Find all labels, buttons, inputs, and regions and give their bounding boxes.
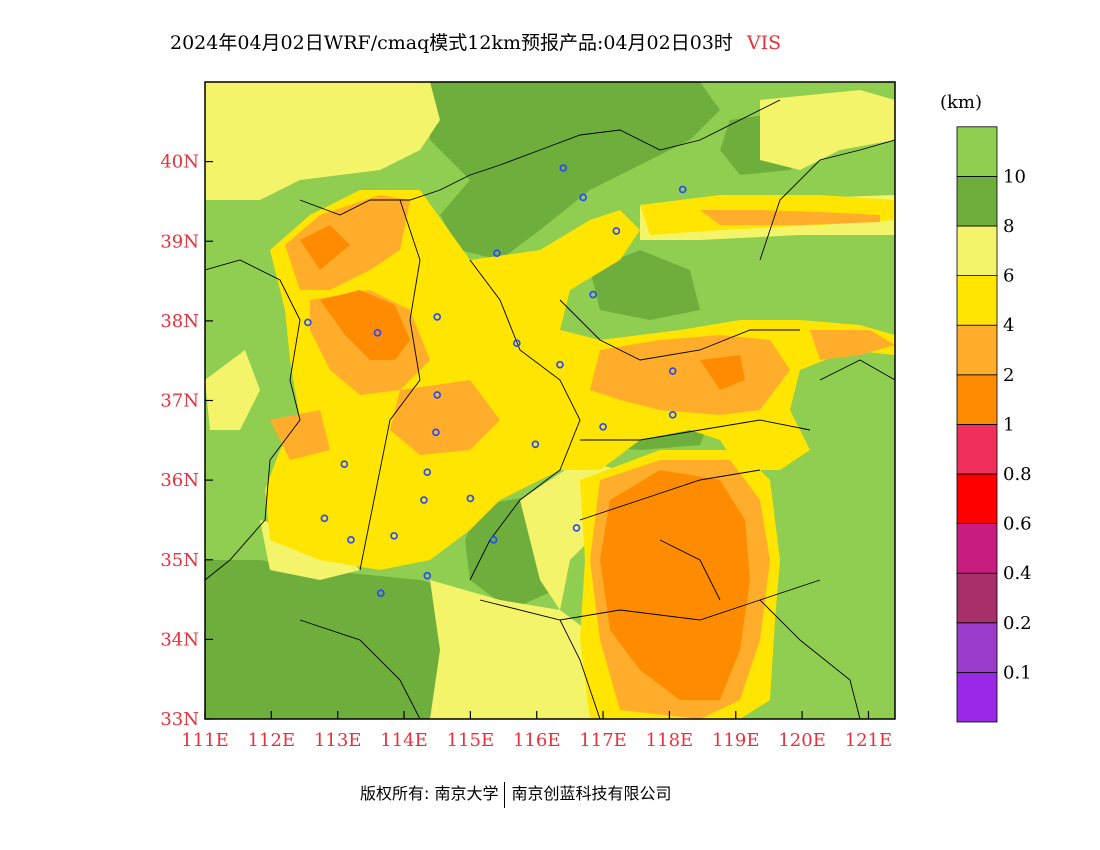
province-borders	[205, 99, 895, 719]
x-tick-label: 113E	[314, 730, 362, 751]
y-tick-label: 40N	[160, 152, 199, 173]
station-marker	[433, 313, 442, 321]
x-tick-label: 115E	[447, 730, 495, 751]
y-axis: 33N 34N 35N 36N 37N 38N 39N 40N	[160, 152, 213, 730]
x-tick-label: 119E	[712, 730, 760, 751]
station-marker	[678, 185, 687, 194]
x-tick-label: 112E	[248, 730, 296, 751]
legend-swatch	[956, 672, 998, 723]
station-marker	[612, 227, 621, 235]
legend-label: 0.4	[1003, 563, 1032, 584]
station-marker	[599, 422, 607, 431]
x-tick-label: 121E	[845, 730, 893, 751]
legend-swatch	[956, 126, 998, 177]
station-marker	[304, 318, 312, 327]
title-main: 2024年04月02日WRF/cmaq模式12km预报产品:04月02日03时	[170, 32, 733, 54]
x-tick-label: 117E	[579, 730, 627, 751]
legend-unit: (km)	[940, 92, 982, 113]
legend-label: 0.8	[1003, 464, 1032, 485]
footer-separator	[504, 781, 506, 808]
x-tick-label: 111E	[181, 730, 229, 751]
legend-swatch	[956, 523, 998, 574]
legend-label: 2	[1003, 365, 1014, 386]
x-tick-label: 114E	[380, 730, 428, 751]
station-marker	[589, 290, 597, 299]
legend-label: 1	[1003, 414, 1014, 435]
footer-left: 版权所有: 南京大学	[360, 784, 499, 803]
station-marker	[433, 391, 442, 399]
station-marker	[423, 571, 432, 580]
station-marker	[559, 164, 568, 172]
station-marker	[377, 589, 385, 597]
station-marker	[347, 536, 355, 544]
station-marker	[432, 428, 440, 437]
station-markers	[304, 164, 687, 597]
legend-label: 10	[1003, 166, 1026, 187]
station-marker	[556, 360, 564, 369]
station-marker	[572, 524, 581, 532]
footer-right: 南京创蓝科技有限公司	[511, 784, 672, 803]
legend-swatch	[956, 175, 998, 227]
map-field	[205, 82, 895, 719]
station-marker	[668, 411, 677, 419]
station-marker	[320, 514, 329, 523]
color-legend: 0.1 0.2 0.4 0.6 0.8 1 2 4 6 8 10	[956, 126, 1032, 723]
station-marker	[493, 249, 501, 257]
station-marker	[466, 494, 475, 503]
legend-swatch	[956, 225, 998, 276]
y-tick-label: 34N	[160, 629, 199, 650]
legend-label: 8	[1003, 216, 1014, 237]
legend-swatch	[956, 324, 998, 376]
legend-swatch	[956, 572, 998, 624]
y-tick-label: 35N	[160, 550, 199, 571]
y-tick-label: 38N	[160, 311, 199, 332]
station-marker	[531, 440, 540, 449]
y-tick-label: 36N	[160, 470, 199, 491]
map-title: 2024年04月02日WRF/cmaq模式12km预报产品:04月02日03时 V…	[170, 28, 781, 58]
title-variable: VIS	[746, 32, 782, 54]
legend-label: 0.6	[1003, 514, 1032, 535]
legend-swatch	[956, 374, 998, 425]
legend-label: 0.2	[1003, 613, 1032, 634]
y-tick-label: 39N	[160, 231, 199, 252]
legend-label: 0.1	[1003, 662, 1032, 683]
station-marker	[390, 532, 398, 540]
x-tick-label: 118E	[646, 730, 694, 751]
y-tick-label: 33N	[160, 709, 199, 730]
legend-swatch	[956, 622, 998, 673]
station-marker	[668, 367, 677, 375]
legend-swatch	[956, 275, 998, 326]
legend-swatch	[956, 473, 998, 524]
station-marker	[340, 460, 349, 469]
station-marker	[373, 329, 382, 337]
legend-label: 6	[1003, 266, 1014, 287]
x-tick-label: 120E	[778, 730, 826, 751]
station-marker	[423, 468, 432, 476]
station-marker	[420, 496, 428, 504]
copyright-footer: 版权所有: 南京大学 南京创蓝科技有限公司	[360, 780, 672, 808]
x-axis: 111E 112E 113E 114E 115E 116E 117E 118E 119E 120E…	[181, 711, 892, 751]
y-tick-label: 37N	[160, 391, 199, 412]
station-marker	[579, 193, 587, 202]
station-marker	[489, 536, 498, 544]
station-marker	[513, 339, 521, 347]
x-tick-label: 116E	[513, 730, 561, 751]
legend-swatch	[956, 423, 998, 475]
legend-label: 4	[1003, 315, 1014, 336]
